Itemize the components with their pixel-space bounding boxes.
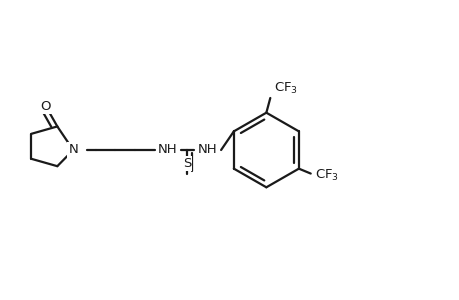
Text: CF$_3$: CF$_3$ <box>274 81 298 96</box>
Text: O: O <box>40 100 51 113</box>
Text: CF$_3$: CF$_3$ <box>314 168 338 183</box>
Text: N: N <box>68 143 78 157</box>
Text: S: S <box>182 157 190 170</box>
Text: NH: NH <box>157 143 177 157</box>
Text: NH: NH <box>197 143 217 157</box>
